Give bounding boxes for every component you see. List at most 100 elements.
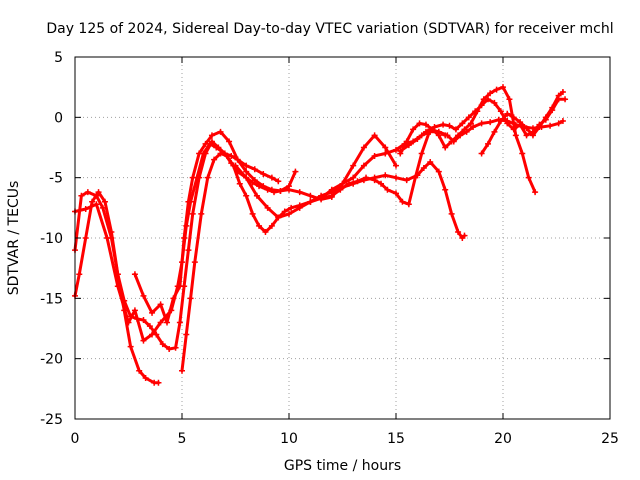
- series-line: [234, 118, 565, 219]
- series-line: [133, 130, 398, 324]
- data-point: [393, 162, 399, 169]
- data-point: [189, 174, 196, 181]
- data-point: [555, 92, 562, 99]
- data-point: [223, 152, 230, 159]
- data-point: [136, 367, 143, 374]
- data-point: [510, 126, 517, 133]
- x-tick-label: 20: [494, 431, 512, 447]
- data-point: [243, 174, 250, 181]
- data-point: [384, 186, 391, 193]
- data-point: [485, 96, 492, 103]
- data-point: [405, 201, 412, 208]
- data-point: [435, 168, 442, 175]
- data-point: [93, 201, 100, 208]
- data-point: [328, 189, 335, 196]
- y-tick-label: -25: [40, 412, 63, 428]
- data-point: [149, 309, 156, 316]
- data-point: [140, 337, 147, 344]
- data-point: [256, 222, 263, 229]
- data-point: [268, 222, 275, 229]
- data-point: [243, 162, 250, 169]
- data-point: [378, 180, 385, 187]
- data-point: [185, 247, 192, 254]
- data-point: [202, 140, 209, 147]
- data-point: [82, 206, 89, 213]
- data-point: [275, 178, 282, 185]
- data-point: [500, 84, 506, 91]
- data-point: [226, 138, 233, 145]
- data-point: [435, 132, 442, 139]
- data-point: [504, 110, 511, 117]
- data-point: [542, 114, 549, 121]
- data-point: [549, 104, 556, 111]
- series-line: [398, 85, 537, 194]
- data-point: [491, 128, 498, 135]
- data-point: [95, 189, 102, 196]
- data-point: [382, 144, 389, 151]
- data-point: [440, 121, 447, 128]
- data-point: [536, 123, 543, 130]
- data-point: [504, 120, 511, 127]
- x-tick-label: 0: [71, 431, 80, 447]
- data-point: [532, 189, 539, 196]
- data-point: [196, 150, 203, 157]
- data-point: [140, 292, 147, 299]
- data-point: [146, 323, 153, 330]
- series-track-7: [307, 158, 468, 241]
- data-point: [131, 271, 138, 278]
- data-point: [497, 108, 504, 115]
- data-point: [157, 319, 164, 326]
- data-point: [427, 158, 434, 165]
- data-point: [204, 174, 211, 181]
- data-point: [442, 186, 449, 193]
- data-point: [176, 319, 183, 326]
- axes: 0 5 10 15 20 25 -25 -20 -15 -10 -5 0 5: [40, 50, 619, 447]
- data-point: [422, 121, 429, 128]
- data-point: [217, 150, 224, 157]
- data-point: [170, 295, 177, 302]
- y-tick-label: -5: [49, 171, 63, 187]
- data-point: [382, 150, 389, 157]
- data-point: [296, 204, 303, 211]
- data-point: [478, 150, 485, 157]
- data-point: [461, 232, 468, 239]
- series-line: [180, 127, 447, 373]
- data-point: [236, 180, 243, 187]
- data-point: [131, 307, 138, 314]
- data-point: [562, 96, 569, 103]
- data-point: [268, 186, 275, 193]
- data-point: [217, 128, 224, 135]
- data-point: [296, 189, 303, 196]
- y-tick-label: 0: [54, 110, 63, 126]
- data-point: [448, 210, 455, 217]
- data-point: [414, 136, 421, 143]
- data-point: [159, 341, 166, 348]
- data-point: [114, 283, 121, 290]
- data-point: [243, 192, 250, 199]
- y-axis-label: SDTVAR / TECUs: [6, 181, 22, 296]
- grid-lines: [75, 57, 610, 419]
- data-point: [519, 150, 526, 157]
- data-point: [393, 190, 399, 197]
- data-point: [179, 367, 185, 374]
- data-point: [448, 138, 455, 145]
- data-point: [431, 123, 438, 130]
- data-point: [487, 90, 494, 97]
- data-point: [525, 174, 532, 181]
- data-point: [491, 99, 498, 106]
- data-point: [84, 189, 91, 196]
- series-track-5: [179, 126, 449, 374]
- data-point: [157, 301, 164, 308]
- data-point: [318, 192, 325, 199]
- data-point: [420, 165, 427, 172]
- data-point: [555, 120, 562, 127]
- data-point: [76, 271, 83, 278]
- data-point: [444, 132, 451, 139]
- data-point: [155, 379, 162, 386]
- data-point: [493, 86, 500, 93]
- data-point: [149, 331, 156, 338]
- data-point: [125, 319, 132, 326]
- data-point: [416, 120, 423, 127]
- data-point: [485, 140, 492, 147]
- data-point: [414, 172, 421, 179]
